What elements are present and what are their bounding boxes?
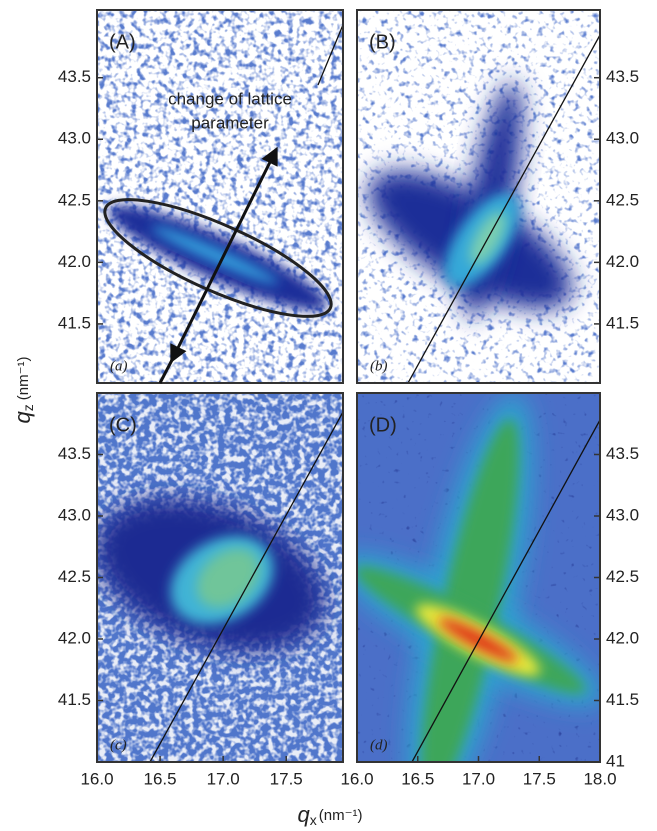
map [348,10,600,383]
y-tick-label: 41.5 [606,313,639,332]
x-tick-label: 17.0 [207,769,240,788]
y-tick-label: 42.5 [606,567,639,586]
map [73,393,346,762]
y-tick-label: 43.0 [606,505,639,524]
map-noise [97,10,343,383]
y-tick-label: 43.0 [58,129,91,148]
x-label-symbol: q [298,802,311,827]
panel-sublabel: (c) [110,737,127,753]
y-tick-label: 43.0 [606,129,639,148]
annotation: parameter [191,113,269,132]
y-tick-label: 42.0 [58,628,91,647]
x-tick-label: 17.5 [270,769,303,788]
y-tick-label: 41.5 [58,313,91,332]
y-tick-label: 43.0 [58,505,91,524]
y-tick-label: 42.0 [606,252,639,271]
panel-sublabel: (d) [370,737,388,753]
map [321,385,619,831]
panel-label: (D) [369,414,397,436]
x-tick-label: 16.0 [340,769,373,788]
x-tick-label: 17.0 [462,769,495,788]
y-tick-label: 41 [606,751,625,770]
annotation: change of lattice [168,89,292,108]
y-tick-label: 42.5 [606,190,639,209]
x-label-subscript: x [310,812,317,828]
y-tick-label: 42.0 [606,628,639,647]
panel-label: (C) [109,414,137,436]
y-tick-label: 43.5 [58,67,91,86]
x-axis-label: qx(nm⁻¹) [298,802,363,828]
x-tick-label: 17.5 [523,769,556,788]
map [97,10,345,383]
y-label-symbol: q [10,411,35,424]
x-label-unit: (nm⁻¹) [319,807,363,824]
y-tick-label: 43.5 [606,444,639,463]
y-label-subscript: z [20,404,36,411]
y-axis-label: qz (nm⁻¹) [10,357,36,424]
y-label-unit: (nm⁻¹) [15,357,32,401]
x-tick-label: 16.5 [144,769,177,788]
y-tick-label: 42.0 [58,252,91,271]
panel-sublabel: (a) [110,358,128,374]
panel-label: (A) [109,31,136,53]
y-tick-label: 42.5 [58,190,91,209]
panel-sublabel: (b) [370,358,388,374]
panel-label: (B) [369,31,396,53]
y-tick-label: 42.5 [58,567,91,586]
y-tick-label: 41.5 [58,690,91,709]
x-tick-label: 16.0 [80,769,113,788]
y-tick-label: 41.5 [606,690,639,709]
y-tick-label: 43.5 [606,67,639,86]
figure: qz(nm⁻¹) qx(nm⁻¹) 41.542.042.543.043.5(A… [0,0,657,831]
x-tick-label: 16.5 [401,769,434,788]
x-tick-label: 18.0 [583,769,616,788]
y-tick-label: 43.5 [58,444,91,463]
